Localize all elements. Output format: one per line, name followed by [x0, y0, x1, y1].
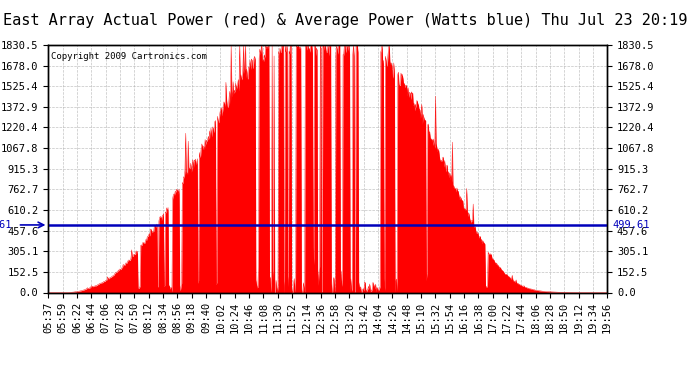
Text: 499.61: 499.61	[613, 220, 650, 230]
Text: Copyright 2009 Cartronics.com: Copyright 2009 Cartronics.com	[51, 53, 207, 62]
Text: East Array Actual Power (red) & Average Power (Watts blue) Thu Jul 23 20:19: East Array Actual Power (red) & Average …	[3, 13, 687, 28]
Text: 499.61: 499.61	[0, 220, 12, 230]
